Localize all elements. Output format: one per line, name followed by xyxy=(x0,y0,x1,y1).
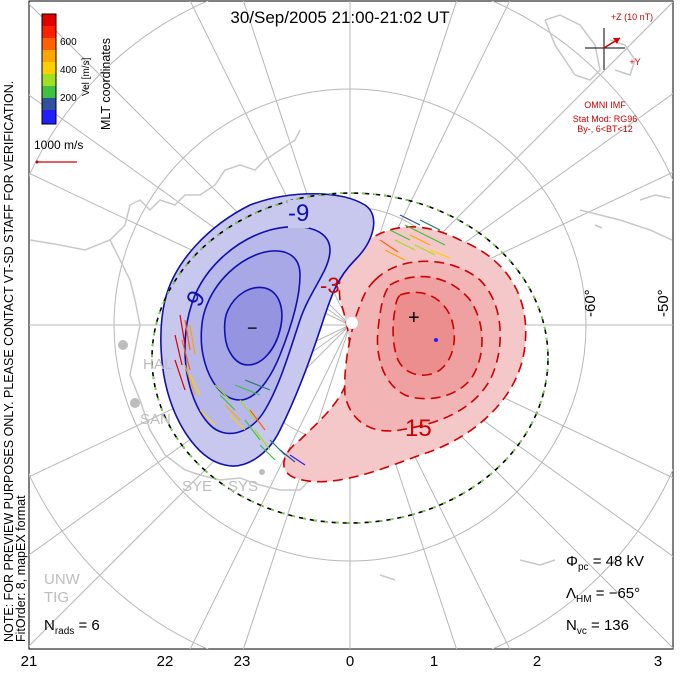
scale-vector-label: 1000 m/s xyxy=(34,138,84,152)
imf-y-label: +Y xyxy=(629,57,641,67)
radar-count: Nrads = 6 xyxy=(44,617,100,637)
station-sye: SYE xyxy=(182,478,213,495)
negative-contour-4 xyxy=(223,286,283,366)
colorbar-tick-600: 600 xyxy=(60,37,77,48)
colorbar-label: Vel [m/s] xyxy=(81,57,92,96)
station-unw: UNW xyxy=(44,571,80,588)
contour-label-3: -3 xyxy=(320,273,340,298)
cross-polar-potential: Φpc = 48 kV xyxy=(566,553,644,573)
station-markers xyxy=(118,340,265,475)
max-point xyxy=(434,338,438,342)
imf-condition: By-, 6<BT<12 xyxy=(577,124,633,134)
mlt-label-22: 22 xyxy=(156,653,174,670)
mlt-label-1: 1 xyxy=(429,653,439,670)
mlt-label-21: 21 xyxy=(20,653,38,670)
coordinate-label: MLT coordinates xyxy=(99,38,113,130)
latitude-label-50: -50° xyxy=(655,289,672,317)
station-san: SAN xyxy=(140,411,171,428)
station-sys: SYS xyxy=(228,478,259,495)
mlt-label-2: 2 xyxy=(532,653,542,670)
potential-max-marker: + xyxy=(408,307,420,329)
colorbar xyxy=(41,13,57,125)
contour-label-15: 15 xyxy=(405,415,432,442)
hm-boundary-latitude: ΛHM = −65° xyxy=(566,585,641,605)
boundary-vectors xyxy=(151,192,549,524)
imf-dial xyxy=(585,28,625,70)
imf-source: OMNI IMF xyxy=(584,100,626,110)
coastlines xyxy=(29,14,673,581)
potential-min-marker: − xyxy=(247,318,258,338)
station-tig: TIG xyxy=(44,589,69,606)
velocity-vectors xyxy=(174,214,451,466)
contour-label-neg9-top: -9 xyxy=(288,200,310,228)
fit-order: FitOrder: 8, mapEX format xyxy=(14,495,28,642)
mlt-label-0: 0 xyxy=(345,653,355,670)
imf-z-label: +Z (10 nT) xyxy=(610,12,654,22)
vector-count: Nvc = 136 xyxy=(566,617,629,637)
map-title: 30/Sep/2005 21:00-21:02 UT xyxy=(230,8,450,27)
mlt-label-3: 3 xyxy=(653,653,663,670)
colorbar-tick-200: 200 xyxy=(60,93,77,104)
station-hal: HAL xyxy=(143,356,173,373)
latitude-label-60: -60° xyxy=(582,289,599,317)
colorbar-tick-400: 400 xyxy=(60,65,77,76)
scale-vector-dot xyxy=(35,160,39,164)
imf-model: Stat Mod: RG96 xyxy=(572,114,638,124)
positive-contour-4 xyxy=(392,291,456,376)
center-gap xyxy=(346,317,358,329)
mlt-label-23: 23 xyxy=(233,653,251,670)
